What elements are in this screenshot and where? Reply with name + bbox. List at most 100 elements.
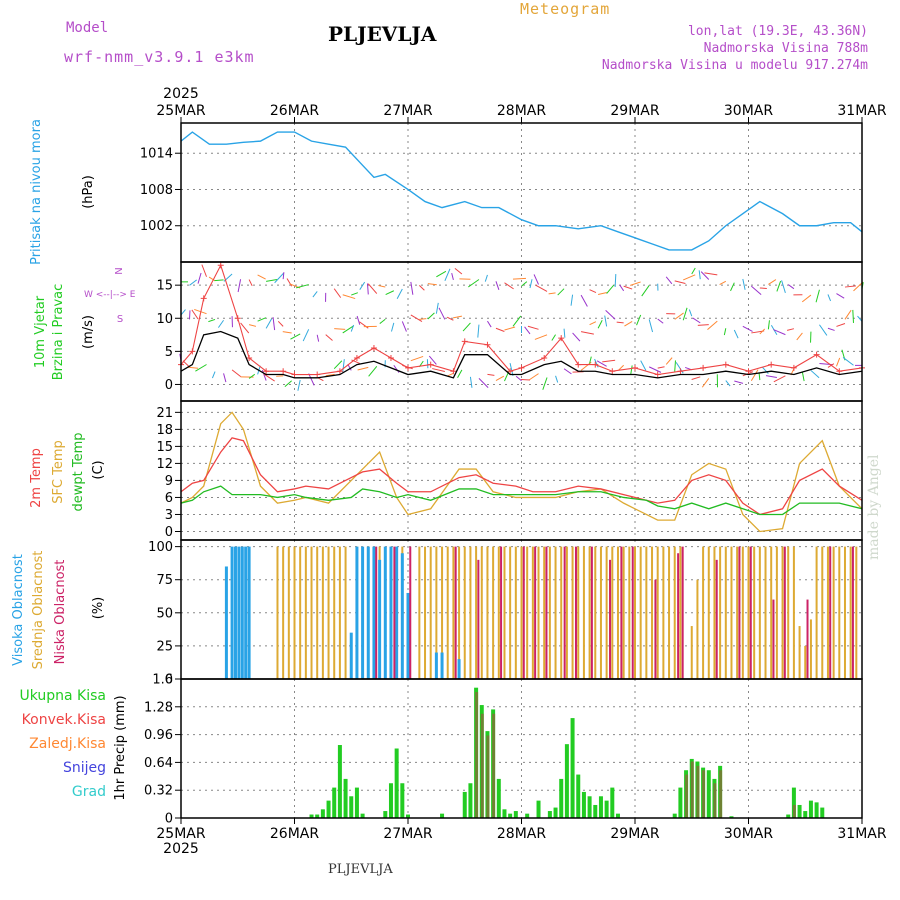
wind-vector [648,319,654,333]
y-tick-label: 0 [165,812,173,827]
wind-vector [796,332,803,341]
cloud-mid-bar [634,546,636,679]
wind-vector [674,312,684,320]
wind-gust-marker [541,354,548,361]
temp-sfc-label: SFC Temp [51,440,66,504]
cloud-mid-label: Srednja Oblacnost [31,551,46,670]
wind-vector [691,267,696,275]
wind-vector [214,279,224,282]
wind-vector [342,359,345,373]
wind-vector [286,278,293,287]
wind-vector [302,329,310,342]
cloud-low-bar [545,546,548,679]
wind-vector [444,268,451,282]
wind-vector [342,325,354,334]
cloud-high-bar [406,592,410,679]
wind-vector [604,315,608,327]
wind-vector [296,284,309,289]
wind-vector [773,375,786,383]
precip-total-bar [383,811,388,818]
elevation-label: Nadmorska Visina 788m [703,41,868,56]
pressure-unit-label: (hPa) [81,175,96,209]
precip-conv-bar [690,761,694,818]
wind-vector [487,320,492,328]
wind-gust-marker [336,368,343,375]
cloud-high-bar [378,559,382,679]
cloud-mid-bar [741,546,744,679]
cloud-high-bar [361,546,365,679]
wind-vector [316,334,320,342]
wind-vector [495,281,500,291]
precip-legend-item: Ukupna Kisa [19,688,106,704]
precip-conv-bar [486,735,490,818]
wind-vector [350,324,355,332]
wind-gust-marker [654,371,661,378]
wind-vector [378,285,386,288]
wind-vector [776,280,782,292]
wind-vector [351,292,358,296]
wind-vector [810,370,820,379]
precip-total-bar [320,809,325,818]
cloud-high-bar [383,546,387,679]
precip-total-bar [570,718,575,818]
wind-vector [665,357,673,365]
cloud-mid-bar [418,546,421,679]
precip-total-bar [360,813,365,818]
x-tick-label-top: 29MAR [610,103,659,119]
cloud-mid-bar [787,546,790,679]
precip-total-bar [786,814,791,818]
wind-gust-marker [427,361,434,368]
wind-vector [334,328,346,330]
cloud-mid-bar [526,546,529,679]
precip-conv-bar [685,774,689,818]
cloud-mid-bar [747,546,750,679]
wind-vector [359,321,369,329]
precip-total-bar [547,811,552,818]
cloud-unit-label: (%) [91,597,106,620]
precip-total-bar [820,807,825,818]
wind-vector [428,355,437,365]
wind-vector [723,328,727,336]
wind-vector [742,278,746,290]
wind-vector [282,331,292,334]
wind-vector [734,380,744,384]
wind-vector [819,324,828,336]
wind-vector [598,291,607,295]
wind-vector [312,291,318,298]
precip-total-bar [525,813,530,818]
cloud-high-bar [237,546,241,679]
cloud-low-bar [806,599,809,679]
model-name: wrf-nmm_v3.9.1 e3km [64,48,255,66]
cloud-mid-bar [843,546,846,679]
cloud-mid-bar [293,546,296,679]
wind-gust-marker [813,351,820,358]
precip-total-bar [354,787,359,818]
precip-unit-label: 1hr Precip (mm) [113,695,128,800]
precip-conv-bar [492,713,496,818]
precip-legend-item: Grad [72,784,106,800]
dewpoint-line [180,485,863,516]
wind-vector [248,373,256,379]
cloud-mid-bar [668,546,671,679]
wind-legend-ew: W <--|--> E [84,290,136,300]
wind-vector [401,321,407,332]
wind-vector [570,294,574,306]
wind-vector [640,360,647,371]
cloud-mid-bar [548,546,551,679]
temp-unit-label: (C) [91,460,106,479]
precip-total-bar [309,814,314,818]
precip-legend-item: Snijeg [63,760,106,776]
cloud-mid-bar [690,626,693,679]
wind-vector [419,285,425,291]
y-tick-label: 1.28 [144,700,173,715]
wind-vector [787,284,795,290]
wind-vector [237,279,242,293]
wind-vector [427,312,435,320]
panel-frame [180,122,863,263]
wind-vector [277,320,284,327]
cloud-low-bar [522,546,525,679]
precip-total-bar [468,783,473,818]
wind-vector [495,375,505,381]
y-tick-label: 0.32 [144,784,173,799]
cloud-mid-bar [577,546,580,679]
